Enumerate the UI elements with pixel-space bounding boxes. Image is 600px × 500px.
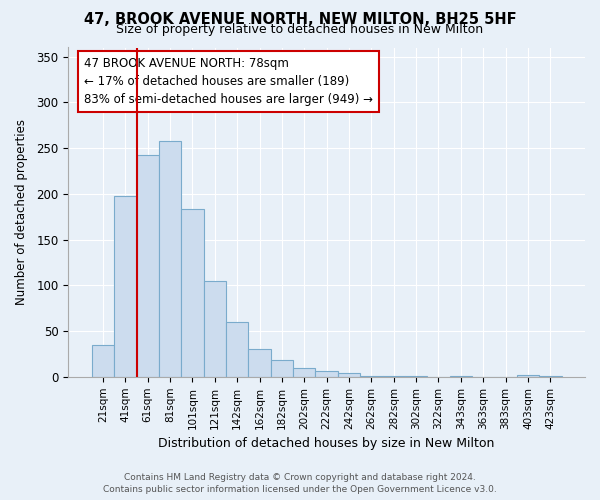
Y-axis label: Number of detached properties: Number of detached properties — [15, 119, 28, 305]
Bar — [203, 281, 226, 377]
Bar — [360, 376, 383, 377]
Bar — [449, 376, 472, 377]
Bar — [159, 141, 181, 377]
Bar — [539, 376, 562, 377]
Bar — [405, 376, 427, 377]
Text: 47, BROOK AVENUE NORTH, NEW MILTON, BH25 5HF: 47, BROOK AVENUE NORTH, NEW MILTON, BH25… — [83, 12, 517, 28]
Bar — [338, 373, 360, 377]
Bar — [517, 375, 539, 377]
Bar — [383, 376, 405, 377]
Text: 47 BROOK AVENUE NORTH: 78sqm
← 17% of detached houses are smaller (189)
83% of s: 47 BROOK AVENUE NORTH: 78sqm ← 17% of de… — [84, 58, 373, 106]
Bar — [92, 345, 114, 377]
Text: Size of property relative to detached houses in New Milton: Size of property relative to detached ho… — [116, 22, 484, 36]
Bar — [293, 368, 316, 377]
Bar — [137, 156, 159, 377]
Bar — [316, 372, 338, 377]
Text: Contains HM Land Registry data © Crown copyright and database right 2024.
Contai: Contains HM Land Registry data © Crown c… — [103, 472, 497, 494]
Bar — [181, 208, 203, 377]
Bar — [271, 360, 293, 377]
Bar — [114, 196, 137, 377]
X-axis label: Distribution of detached houses by size in New Milton: Distribution of detached houses by size … — [158, 437, 495, 450]
Bar — [226, 322, 248, 377]
Bar — [248, 350, 271, 377]
